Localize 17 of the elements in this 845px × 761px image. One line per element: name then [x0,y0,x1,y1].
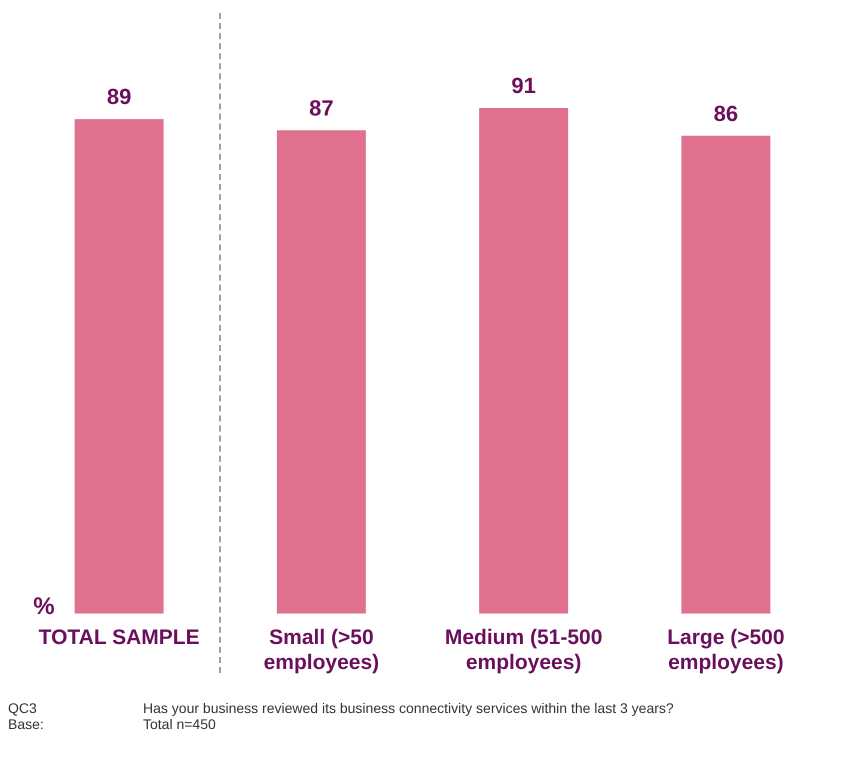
bar [681,136,770,614]
x-tick-label: TOTAL SAMPLE [38,626,200,649]
text: Base: [8,716,45,732]
bar [74,119,164,614]
bar [276,130,366,614]
bar [479,108,568,614]
data-label: 86 [714,100,738,126]
data-label: 91 [511,73,536,98]
data-label: 89 [106,84,132,110]
data-label: 87 [309,95,334,120]
y-axis-title: % [33,593,55,620]
text: Has your business reviewed its business connectivity services within the last 3 years? [143,700,675,716]
x-tick-label: Large (>500 employees) [667,626,785,674]
x-tick-label: Small (>50 employees) [264,626,380,674]
text: Total n=450 [143,716,217,732]
x-tick-label: Medium (51-500 employees) [444,626,602,674]
text: QC3 [8,700,38,716]
